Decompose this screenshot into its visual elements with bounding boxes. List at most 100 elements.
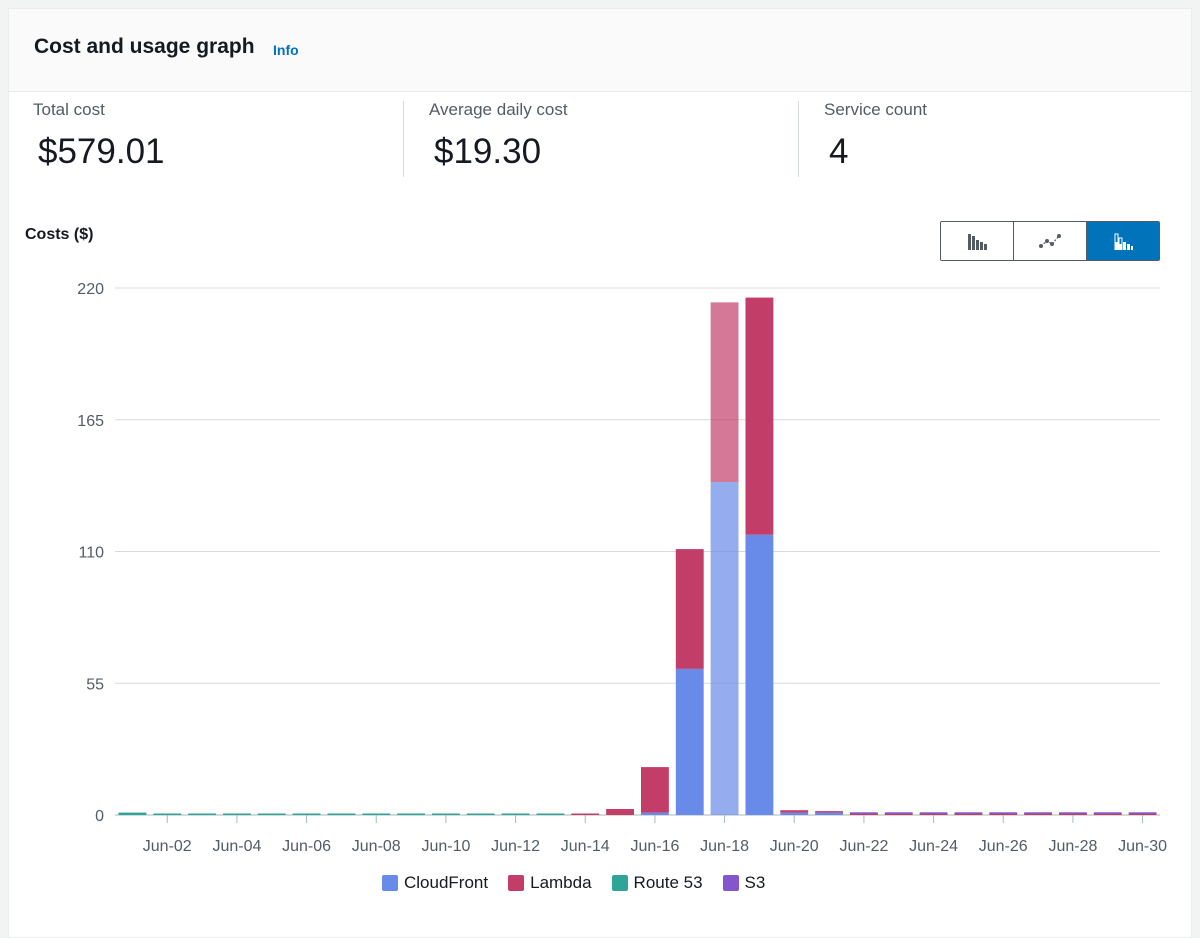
metric-value: $19.30 — [434, 132, 542, 171]
cost-chart: 0 55 110 165 220 Jun-02 Jun-04 Jun-06 Jun-08 Jun-… — [77, 281, 1167, 855]
bar-segment — [1128, 813, 1157, 815]
bar-segment — [884, 813, 913, 815]
bar-segment — [780, 812, 809, 815]
bar-segment — [1024, 812, 1053, 814]
x-tick-label: Jun-22 — [839, 838, 888, 855]
bar-segment — [919, 812, 948, 814]
metric-value: $579.01 — [38, 132, 165, 171]
bar-segment — [815, 812, 844, 815]
bar-segment — [780, 810, 809, 813]
x-tick-label: Jun-14 — [561, 838, 610, 855]
legend-item[interactable]: Lambda — [508, 873, 592, 893]
bar-segment — [954, 813, 983, 815]
x-tick-label: Jun-16 — [630, 838, 679, 855]
bar-segment — [849, 813, 878, 815]
x-tick-label: Jun-20 — [770, 838, 819, 855]
bar-segment — [466, 813, 495, 815]
x-tick-label: Jun-08 — [352, 838, 401, 855]
bar-segment — [1093, 813, 1122, 815]
metric-label: Total cost — [33, 100, 105, 119]
bar-segment — [954, 812, 983, 814]
y-tick-label: 55 — [86, 676, 104, 693]
x-tick-label: Jun-28 — [1048, 838, 1097, 855]
x-tick-label: Jun-06 — [282, 838, 331, 855]
metric-label: Service count — [824, 100, 927, 119]
stacked-bar-chart-button[interactable] — [1086, 222, 1159, 260]
legend-label: Lambda — [530, 873, 592, 892]
panel-header: Cost and usage graph Info — [9, 9, 1191, 92]
bar-segment — [1058, 812, 1087, 814]
legend-swatch — [508, 875, 525, 891]
x-tick-label: Jun-12 — [491, 838, 540, 855]
x-tick-label: Jun-02 — [143, 838, 192, 855]
bar-segment — [153, 813, 182, 815]
bar-segment — [1058, 813, 1087, 815]
bar-segment — [222, 813, 251, 815]
x-tick-label: Jun-26 — [979, 838, 1028, 855]
x-tick-label: Jun-04 — [212, 838, 261, 855]
metric-label: Average daily cost — [429, 100, 568, 119]
bar-segment — [1128, 812, 1157, 814]
legend-label: S3 — [744, 873, 766, 892]
metric-value: 4 — [829, 132, 849, 171]
bar-chart-button[interactable] — [941, 222, 1013, 260]
bar-segment — [675, 668, 704, 815]
bar-segment — [606, 809, 635, 815]
x-tick-label: Jun-24 — [909, 838, 958, 855]
bar-segment — [745, 297, 774, 535]
bar-segment — [536, 813, 565, 815]
bar-segment — [1024, 813, 1053, 815]
y-tick-label: 0 — [95, 808, 104, 825]
bar-segment — [745, 534, 774, 815]
y-tick-label: 165 — [77, 413, 104, 430]
bar-segment — [292, 813, 321, 815]
legend-item[interactable]: S3 — [722, 873, 766, 893]
line-chart-button[interactable] — [1013, 222, 1086, 260]
info-link[interactable]: Info — [273, 42, 299, 58]
bar-chart-icon — [968, 234, 987, 250]
bar-segment — [989, 813, 1018, 815]
y-axis-title: Costs ($) — [25, 226, 94, 243]
bar-segment — [501, 813, 530, 815]
bar-segment — [571, 813, 600, 815]
x-tick-label: Jun-30 — [1118, 838, 1167, 855]
bar-segment — [710, 302, 739, 483]
bar-segment — [188, 813, 217, 815]
metric-total-cost: Total cost $579.01 — [33, 100, 165, 178]
bar-segment — [640, 767, 669, 813]
bar-segment — [640, 812, 669, 815]
line-chart-icon — [1039, 234, 1061, 248]
bar-segment — [257, 813, 286, 815]
legend-swatch — [611, 875, 628, 891]
legend-swatch — [382, 875, 398, 891]
chart-type-toggle — [940, 221, 1160, 261]
legend-swatch — [722, 875, 739, 891]
bar-segment — [989, 812, 1018, 814]
stacked-bar-chart-icon — [1114, 233, 1133, 250]
x-tick-label: Jun-18 — [700, 838, 749, 855]
chart-legend: CloudFront Lambda Route 53 S3 — [382, 873, 765, 893]
bar-segment — [884, 812, 913, 814]
bar-segment — [710, 482, 739, 815]
legend-item[interactable]: CloudFront — [382, 873, 488, 893]
x-tick-label: Jun-10 — [421, 838, 470, 855]
panel-title: Cost and usage graph — [34, 35, 255, 58]
bar-segment — [675, 549, 704, 669]
bar-segment — [849, 812, 878, 814]
bar-segment — [327, 813, 356, 815]
y-tick-label: 220 — [77, 281, 104, 298]
bar-segment — [431, 813, 460, 815]
metric-average-daily-cost: Average daily cost $19.30 — [429, 100, 568, 178]
legend-item[interactable]: Route 53 — [611, 873, 703, 893]
bar-segment — [1093, 812, 1122, 814]
metric-divider — [403, 101, 404, 177]
bar-segment — [118, 812, 147, 815]
bar-segment — [919, 813, 948, 815]
bar-segment — [815, 811, 844, 813]
y-tick-label: 110 — [78, 545, 104, 562]
cost-usage-panel: Cost and usage graph Info — [8, 8, 1192, 938]
metric-service-count: Service count 4 — [824, 100, 927, 178]
bar-segment — [397, 813, 426, 815]
legend-label: CloudFront — [404, 873, 489, 892]
bar-segment — [362, 813, 391, 815]
